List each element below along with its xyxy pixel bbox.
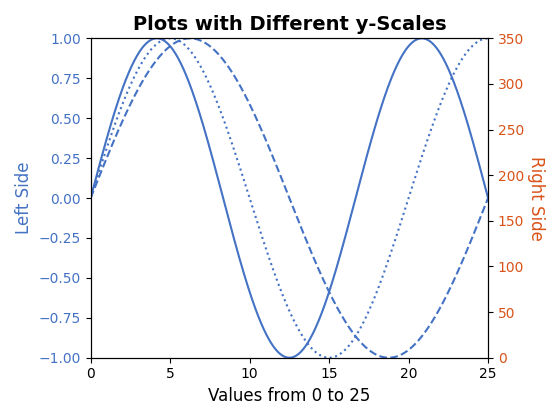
Y-axis label: Left Side: Left Side <box>15 162 33 234</box>
Y-axis label: Right Side: Right Side <box>527 155 545 241</box>
Title: Plots with Different y-Scales: Plots with Different y-Scales <box>133 15 446 34</box>
X-axis label: Values from 0 to 25: Values from 0 to 25 <box>208 387 371 405</box>
